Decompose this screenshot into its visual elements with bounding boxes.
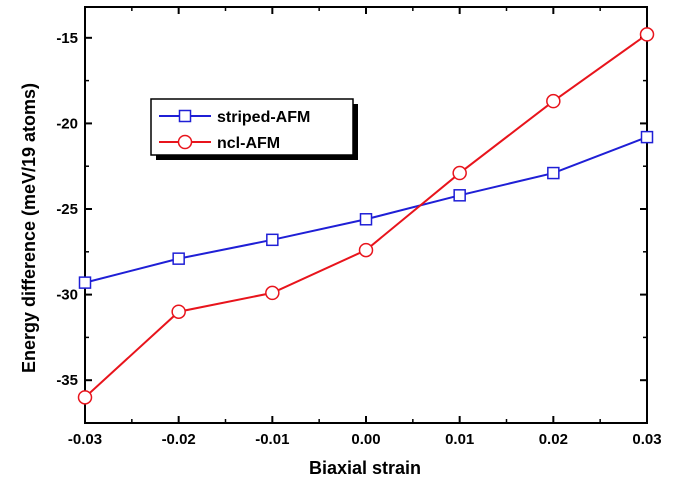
- x-tick-label: 0.02: [539, 431, 568, 448]
- data-point: [452, 165, 467, 181]
- data-point: [172, 252, 185, 265]
- data-point: [171, 304, 186, 319]
- legend: striped-AFM ncl-AFM: [150, 98, 358, 160]
- y-axis: -35 -30 -25 -20 -15: [56, 30, 647, 389]
- data-point: [78, 276, 92, 289]
- x-tick-label: 0.00: [351, 431, 380, 448]
- y-tick-label: -30: [56, 287, 78, 304]
- legend-marker: [177, 134, 193, 150]
- data-point: [358, 242, 374, 258]
- y-tick-label: -20: [56, 115, 78, 132]
- x-tick-label: 0.03: [632, 431, 661, 448]
- legend-marker: [178, 109, 192, 123]
- series-layer: [77, 27, 655, 405]
- data-point: [453, 189, 466, 202]
- y-axis-title: Energy difference (meV/19 atoms): [19, 83, 39, 373]
- data-point: [639, 27, 655, 42]
- y-tick-label: -15: [56, 30, 78, 47]
- x-tick-label: -0.01: [255, 431, 289, 448]
- data-point: [359, 213, 373, 226]
- x-tick-label: -0.03: [68, 431, 102, 448]
- series-striped-AFM: [78, 130, 654, 289]
- legend-label: striped-AFM: [217, 109, 310, 126]
- data-point: [640, 130, 654, 144]
- x-tick-label: 0.01: [445, 431, 474, 448]
- y-tick-label: -25: [56, 201, 78, 218]
- y-tick-label: -35: [56, 372, 78, 389]
- series-ncl-AFM: [77, 27, 655, 405]
- data-point: [266, 233, 279, 247]
- data-point: [547, 166, 560, 180]
- data-point: [265, 285, 280, 301]
- legend-label: ncl-AFM: [217, 135, 280, 152]
- x-axis-title: Biaxial strain: [309, 458, 421, 478]
- x-axis: -0.03 -0.02 -0.01 0.00 0.01 0.02 0.03: [68, 7, 662, 448]
- data-point: [77, 390, 93, 405]
- x-tick-label: -0.02: [162, 431, 196, 448]
- data-point: [546, 93, 561, 109]
